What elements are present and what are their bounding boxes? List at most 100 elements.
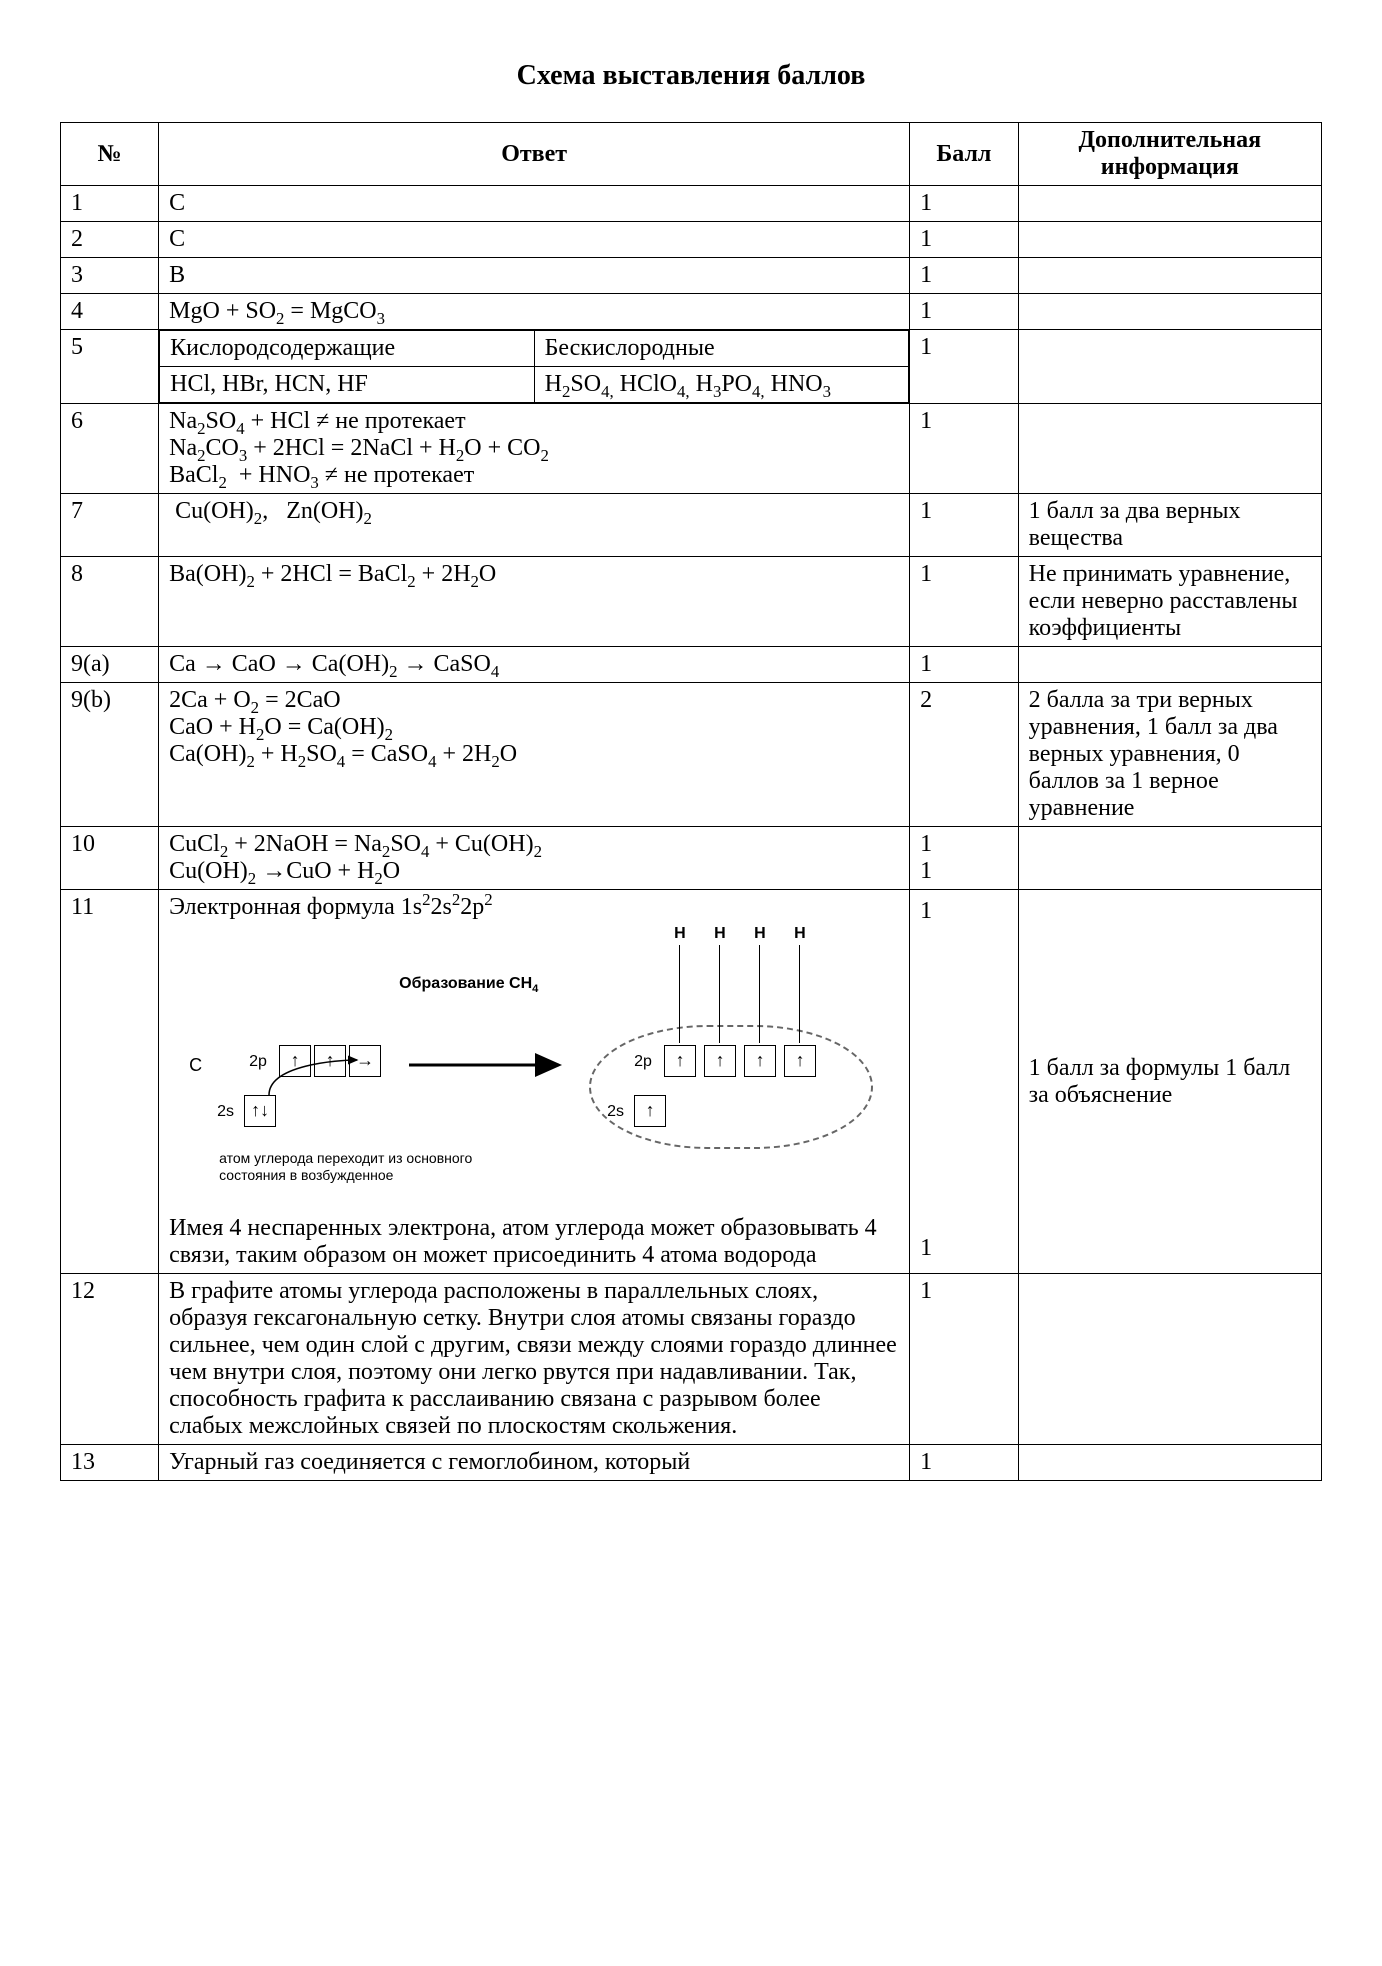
cell-num: 4: [61, 294, 159, 330]
cell-score: 1: [910, 330, 1019, 404]
cell-info: [1018, 258, 1321, 294]
cell-answer: C: [159, 186, 910, 222]
h-atom-label: H: [794, 925, 806, 943]
cell-score: 1 1: [910, 890, 1019, 1274]
label-2p-right: 2p: [634, 1053, 652, 1071]
diagram-caption: атом углерода переходит из основного сос…: [219, 1150, 479, 1184]
cell-score: 1: [910, 222, 1019, 258]
cell-info: Не принимать уравнение, если неверно рас…: [1018, 557, 1321, 647]
bond-line: [799, 945, 800, 1043]
cell-num: 9(a): [61, 647, 159, 683]
cell-score: 11: [910, 827, 1019, 890]
table-row: 13 Угарный газ соединяется с гемоглобино…: [61, 1445, 1322, 1481]
orbital-box: ↑: [634, 1095, 666, 1127]
orbital-box: ↑: [704, 1045, 736, 1077]
col-score-header: Балл: [910, 123, 1019, 186]
h-atom-label: H: [674, 925, 686, 943]
inner-c1: HCl, HBr, HCN, HF: [160, 367, 535, 403]
orbital-box: ↑: [664, 1045, 696, 1077]
bond-line: [719, 945, 720, 1043]
cell-score: 1: [910, 186, 1019, 222]
cell-score: 1: [910, 258, 1019, 294]
cell-num: 10: [61, 827, 159, 890]
cell-info: [1018, 186, 1321, 222]
table-row: 8 Ba(OH)2 + 2HCl = BaCl2 + 2H2O 1 Не при…: [61, 557, 1322, 647]
cell-score: 1: [910, 404, 1019, 494]
orbital-diagram: Образование CH4 C 2p ↑ ↑ → 2s ↑↓: [179, 925, 899, 1205]
grading-table: № Ответ Балл Дополнительная информация 1…: [60, 122, 1322, 1481]
diagram-title: Образование CH4: [399, 975, 538, 993]
table-row: 6 Na2SO4 + HCl ≠ не протекает Na2CO3 + 2…: [61, 404, 1322, 494]
cell-num: 9(b): [61, 683, 159, 827]
inner-c2: H2SO4, HClO4, H3PO4, HNO3: [534, 367, 909, 403]
cell-answer: Cu(OH)2, Zn(OH)2: [159, 494, 910, 557]
cell-answer: Кислородсодержащие Бескислородные HCl, H…: [159, 330, 910, 404]
orbital-box: ↑: [744, 1045, 776, 1077]
label-2s-right: 2s: [607, 1103, 624, 1121]
table-row: 12 В графите атомы углерода расположены …: [61, 1274, 1322, 1445]
inner-h2: Бескислородные: [534, 331, 909, 367]
cell-score: 1: [910, 294, 1019, 330]
cell-info: [1018, 1445, 1321, 1481]
cell-num: 2: [61, 222, 159, 258]
cell-num: 1: [61, 186, 159, 222]
cell-score: 2: [910, 683, 1019, 827]
table-row: 5 Кислородсодержащие Бескислородные HCl,…: [61, 330, 1322, 404]
cell-answer: MgO + SO2 = MgCO3: [159, 294, 910, 330]
table-row: 7 Cu(OH)2, Zn(OH)2 1 1 балл за два верны…: [61, 494, 1322, 557]
cell-score: 1: [910, 494, 1019, 557]
row11-text: Имея 4 неспаренных электрона, атом углер…: [169, 1215, 877, 1268]
cell-num: 11: [61, 890, 159, 1274]
cell-info: [1018, 827, 1321, 890]
table-row: 4 MgO + SO2 = MgCO3 1: [61, 294, 1322, 330]
cell-info: 2 балла за три верных уравнения, 1 балл …: [1018, 683, 1321, 827]
inner-table: Кислородсодержащие Бескислородные HCl, H…: [159, 330, 909, 403]
cell-num: 13: [61, 1445, 159, 1481]
cell-answer: Ba(OH)2 + 2HCl = BaCl2 + 2H2O: [159, 557, 910, 647]
cell-num: 7: [61, 494, 159, 557]
orbital-box: ↑: [784, 1045, 816, 1077]
cell-info: [1018, 294, 1321, 330]
cell-info: [1018, 1274, 1321, 1445]
cell-answer: В графите атомы углерода расположены в п…: [159, 1274, 910, 1445]
cell-num: 5: [61, 330, 159, 404]
cell-score: 1: [910, 1274, 1019, 1445]
cell-answer: B: [159, 258, 910, 294]
cell-info: [1018, 404, 1321, 494]
bond-line: [679, 945, 680, 1043]
cell-num: 3: [61, 258, 159, 294]
cell-answer: Угарный газ соединяется с гемоглобином, …: [159, 1445, 910, 1481]
cell-answer: Электронная формула 1s22s22p2 Образовани…: [159, 890, 910, 1274]
cell-num: 12: [61, 1274, 159, 1445]
cell-score: 1: [910, 647, 1019, 683]
cell-info: [1018, 222, 1321, 258]
table-row: 2 C 1: [61, 222, 1322, 258]
cell-score: 1: [910, 557, 1019, 647]
inner-h1: Кислородсодержащие: [160, 331, 535, 367]
cell-score: 1: [910, 1445, 1019, 1481]
cell-answer: C: [159, 222, 910, 258]
cell-num: 6: [61, 404, 159, 494]
col-info-header: Дополнительная информация: [1018, 123, 1321, 186]
cell-info: 1 балл за два верных вещества: [1018, 494, 1321, 557]
col-num-header: №: [61, 123, 159, 186]
table-row: 11 Электронная формула 1s22s22p2 Образов…: [61, 890, 1322, 1274]
cell-answer: Na2SO4 + HCl ≠ не протекает Na2CO3 + 2HC…: [159, 404, 910, 494]
label-2s-left: 2s: [217, 1103, 234, 1121]
table-row: 9(a) Ca → CaO → Ca(OH)2 → CaSO4 1: [61, 647, 1322, 683]
c-label: C: [189, 1055, 202, 1076]
bond-line: [759, 945, 760, 1043]
cell-num: 8: [61, 557, 159, 647]
table-row: 10 CuCl2 + 2NaOH = Na2SO4 + Cu(OH)2 Cu(O…: [61, 827, 1322, 890]
cell-answer: Ca → CaO → Ca(OH)2 → CaSO4: [159, 647, 910, 683]
h-atom-label: H: [754, 925, 766, 943]
cell-answer: 2Ca + O2 = 2CaO CaO + H2O = Ca(OH)2 Ca(O…: [159, 683, 910, 827]
cell-info: [1018, 647, 1321, 683]
excitation-arrow-icon: [257, 1045, 367, 1105]
h-atom-label: H: [714, 925, 726, 943]
cell-info: 1 балл за формулы 1 балл за объяснение: [1018, 890, 1321, 1274]
cell-answer: CuCl2 + 2NaOH = Na2SO4 + Cu(OH)2 Cu(OH)2…: [159, 827, 910, 890]
header-row: № Ответ Балл Дополнительная информация: [61, 123, 1322, 186]
dashed-oval: [589, 1025, 873, 1149]
table-row: 9(b) 2Ca + O2 = 2CaO CaO + H2O = Ca(OH)2…: [61, 683, 1322, 827]
